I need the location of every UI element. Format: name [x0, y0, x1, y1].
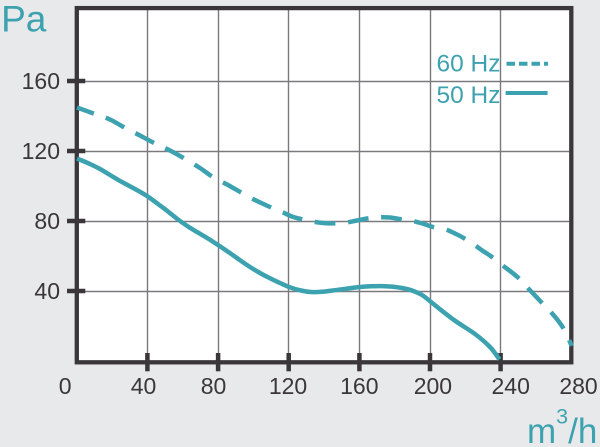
- svg-text:240: 240: [492, 373, 530, 399]
- svg-text:40: 40: [131, 373, 157, 399]
- svg-text:160: 160: [340, 373, 378, 399]
- svg-text:200: 200: [414, 373, 452, 399]
- svg-text:50 Hz: 50 Hz: [436, 82, 500, 109]
- svg-text:Pa: Pa: [1, 0, 47, 40]
- svg-text:80: 80: [34, 208, 60, 234]
- svg-text:40: 40: [34, 278, 60, 304]
- svg-text:160: 160: [22, 68, 60, 94]
- svg-text:0: 0: [59, 373, 72, 399]
- svg-text:120: 120: [22, 138, 60, 164]
- svg-text:80: 80: [201, 373, 227, 399]
- svg-text:280: 280: [559, 373, 597, 399]
- svg-text:120: 120: [269, 373, 307, 399]
- svg-text:60 Hz: 60 Hz: [436, 51, 500, 78]
